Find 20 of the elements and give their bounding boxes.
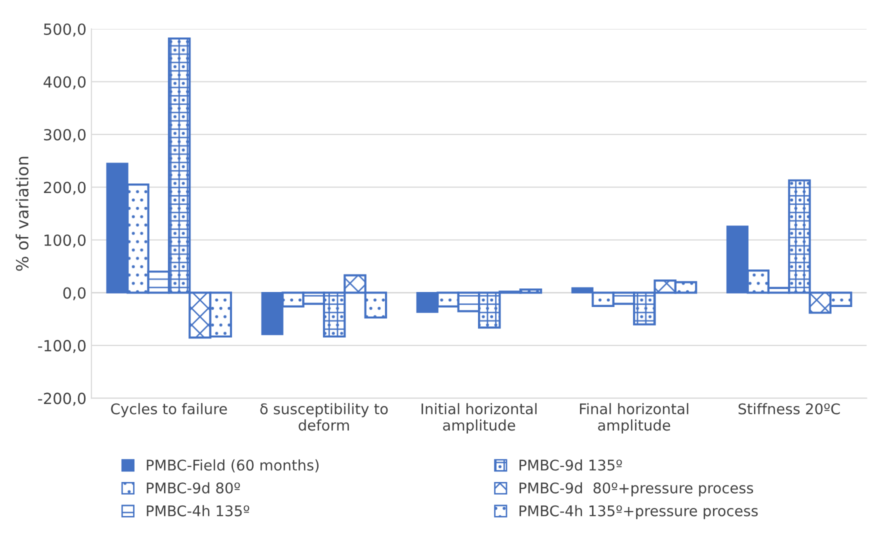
- legend-label: PMBC-4h 135º: [146, 505, 250, 516]
- x-tick-label: Cycles to failure: [111, 403, 227, 418]
- y-tick-label: 400,0: [44, 76, 86, 90]
- x-tick-label: Stiffness 20ºC: [738, 403, 840, 414]
- x-tick-label: Initial horizontal amplitude: [422, 403, 537, 434]
- x-tick-label: δ susceptibility to deform: [260, 403, 388, 431]
- y-tick-label: 300,0: [44, 128, 86, 142]
- legend-label: PMBC-4h 135º+pressure process: [520, 505, 758, 520]
- y-tick-label: 500,0: [44, 23, 86, 37]
- y-tick-label: 100,0: [44, 234, 86, 248]
- legend-label: PMBC-9d 80º+pressure process: [520, 482, 754, 496]
- legend-label: PMBC-Field (60 months): [146, 459, 319, 472]
- y-tick-label: 200,0: [44, 182, 86, 195]
- x-tick-label: Final horizontal amplitude: [580, 403, 688, 434]
- y-tick-label: 0,0: [63, 287, 86, 300]
- y-axis-title: % of variation: [16, 156, 29, 271]
- legend-label: PMBC-9d 80º: [146, 482, 240, 494]
- y-tick-label: -100,0: [38, 340, 86, 354]
- y-tick-label: -200,0: [38, 392, 86, 406]
- legend-label: PMBC-9d 135º: [520, 459, 622, 471]
